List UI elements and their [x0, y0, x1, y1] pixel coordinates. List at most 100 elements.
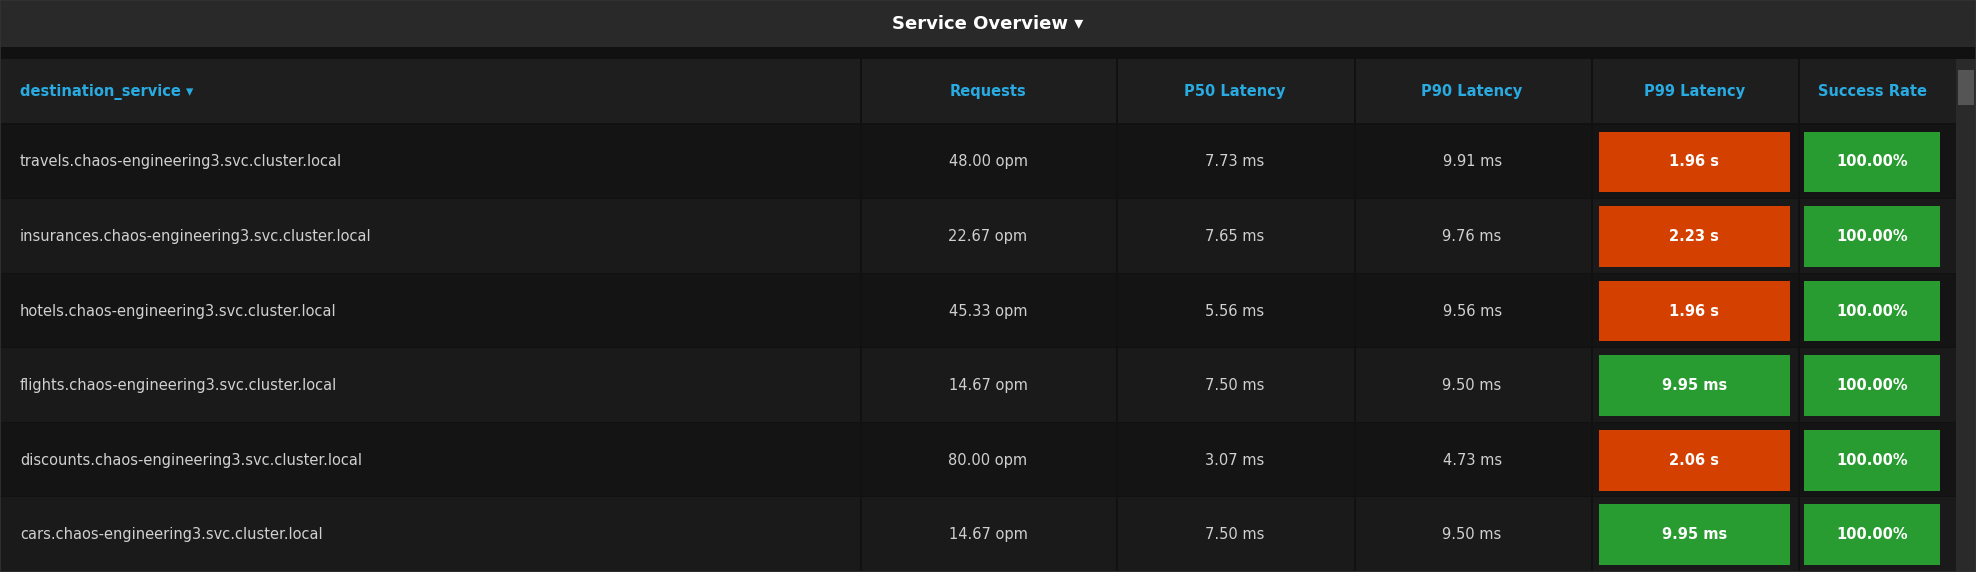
Bar — [0, 348, 1976, 423]
Bar — [0, 422, 1976, 423]
Text: Success Rate: Success Rate — [1818, 84, 1927, 100]
Bar — [1804, 281, 1940, 341]
Text: 100.00%: 100.00% — [1836, 378, 1909, 393]
Bar — [0, 273, 1976, 274]
Text: P90 Latency: P90 Latency — [1421, 84, 1523, 100]
Text: Requests: Requests — [950, 84, 1026, 100]
Bar — [0, 498, 1976, 572]
Text: 9.56 ms: 9.56 ms — [1442, 304, 1502, 319]
Text: 7.50 ms: 7.50 ms — [1205, 527, 1265, 542]
Bar — [860, 498, 862, 572]
Text: insurances.chaos-engineering3.svc.cluster.local: insurances.chaos-engineering3.svc.cluste… — [20, 229, 371, 244]
Bar — [1354, 348, 1356, 423]
Text: cars.chaos-engineering3.svc.cluster.local: cars.chaos-engineering3.svc.cluster.loca… — [20, 527, 322, 542]
Text: 9.50 ms: 9.50 ms — [1442, 378, 1502, 393]
Text: 7.73 ms: 7.73 ms — [1205, 154, 1265, 169]
Bar — [0, 123, 1976, 125]
Text: P50 Latency: P50 Latency — [1184, 84, 1286, 100]
Text: 2.23 s: 2.23 s — [1670, 229, 1719, 244]
Bar — [1798, 498, 1800, 572]
Bar — [1116, 348, 1118, 423]
Bar — [860, 274, 862, 348]
Bar — [1116, 199, 1118, 274]
Bar — [1798, 348, 1800, 423]
Bar — [0, 59, 1976, 125]
Bar — [1116, 125, 1118, 199]
Bar — [1354, 199, 1356, 274]
Text: 100.00%: 100.00% — [1836, 304, 1909, 319]
Text: 3.07 ms: 3.07 ms — [1205, 452, 1265, 468]
Bar — [1354, 59, 1356, 125]
Bar — [860, 59, 862, 125]
Text: 48.00 opm: 48.00 opm — [948, 154, 1028, 169]
Text: 2.06 s: 2.06 s — [1670, 452, 1719, 468]
Bar — [1798, 199, 1800, 274]
Bar — [0, 47, 1976, 49]
Text: destination_service ▾: destination_service ▾ — [20, 84, 194, 100]
Bar — [0, 347, 1976, 348]
Text: 7.50 ms: 7.50 ms — [1205, 378, 1265, 393]
Bar — [1804, 355, 1940, 416]
Bar — [1599, 132, 1790, 192]
Bar — [1599, 355, 1790, 416]
Bar — [1354, 274, 1356, 348]
Bar — [1591, 125, 1593, 199]
Bar — [0, 496, 1976, 498]
Text: 100.00%: 100.00% — [1836, 154, 1909, 169]
Text: P99 Latency: P99 Latency — [1644, 84, 1745, 100]
Text: 5.56 ms: 5.56 ms — [1205, 304, 1265, 319]
Bar — [1591, 59, 1593, 125]
Bar — [1798, 274, 1800, 348]
Bar — [0, 274, 1976, 348]
Text: 45.33 opm: 45.33 opm — [948, 304, 1028, 319]
Bar — [1591, 274, 1593, 348]
Bar — [1958, 70, 1974, 105]
Text: 14.67 opm: 14.67 opm — [948, 527, 1028, 542]
Text: 100.00%: 100.00% — [1836, 229, 1909, 244]
Bar — [1116, 423, 1118, 498]
Bar — [1354, 423, 1356, 498]
Text: Service Overview ▾: Service Overview ▾ — [893, 15, 1083, 33]
Text: 7.65 ms: 7.65 ms — [1205, 229, 1265, 244]
Bar — [0, 199, 1976, 274]
Text: discounts.chaos-engineering3.svc.cluster.local: discounts.chaos-engineering3.svc.cluster… — [20, 452, 362, 468]
Bar — [860, 423, 862, 498]
Bar — [860, 199, 862, 274]
Bar — [1354, 125, 1356, 199]
Text: 1.96 s: 1.96 s — [1670, 304, 1719, 319]
Bar — [0, 423, 1976, 498]
Bar — [1804, 132, 1940, 192]
Bar — [1116, 59, 1118, 125]
Bar — [1804, 505, 1940, 565]
Text: 100.00%: 100.00% — [1836, 452, 1909, 468]
Bar — [0, 198, 1976, 199]
Bar — [0, 571, 1976, 572]
Bar — [1599, 430, 1790, 491]
Bar — [1591, 348, 1593, 423]
Bar — [1798, 423, 1800, 498]
Bar — [1354, 498, 1356, 572]
Bar — [1798, 59, 1800, 125]
Text: 1.96 s: 1.96 s — [1670, 154, 1719, 169]
Bar — [1956, 59, 1976, 572]
Text: 100.00%: 100.00% — [1836, 527, 1909, 542]
Bar — [0, 0, 1976, 49]
Text: travels.chaos-engineering3.svc.cluster.local: travels.chaos-engineering3.svc.cluster.l… — [20, 154, 342, 169]
Bar — [1591, 199, 1593, 274]
Bar — [1599, 206, 1790, 267]
Bar — [1591, 498, 1593, 572]
Text: 9.76 ms: 9.76 ms — [1442, 229, 1502, 244]
Bar — [1804, 430, 1940, 491]
Bar — [1116, 274, 1118, 348]
Text: 9.95 ms: 9.95 ms — [1662, 527, 1727, 542]
Bar — [1804, 206, 1940, 267]
Bar — [860, 125, 862, 199]
Text: 4.73 ms: 4.73 ms — [1442, 452, 1502, 468]
Text: 9.91 ms: 9.91 ms — [1442, 154, 1502, 169]
Text: 14.67 opm: 14.67 opm — [948, 378, 1028, 393]
Text: flights.chaos-engineering3.svc.cluster.local: flights.chaos-engineering3.svc.cluster.l… — [20, 378, 338, 393]
Text: 9.50 ms: 9.50 ms — [1442, 527, 1502, 542]
Bar — [1798, 125, 1800, 199]
Bar — [1116, 498, 1118, 572]
Bar — [1599, 281, 1790, 341]
